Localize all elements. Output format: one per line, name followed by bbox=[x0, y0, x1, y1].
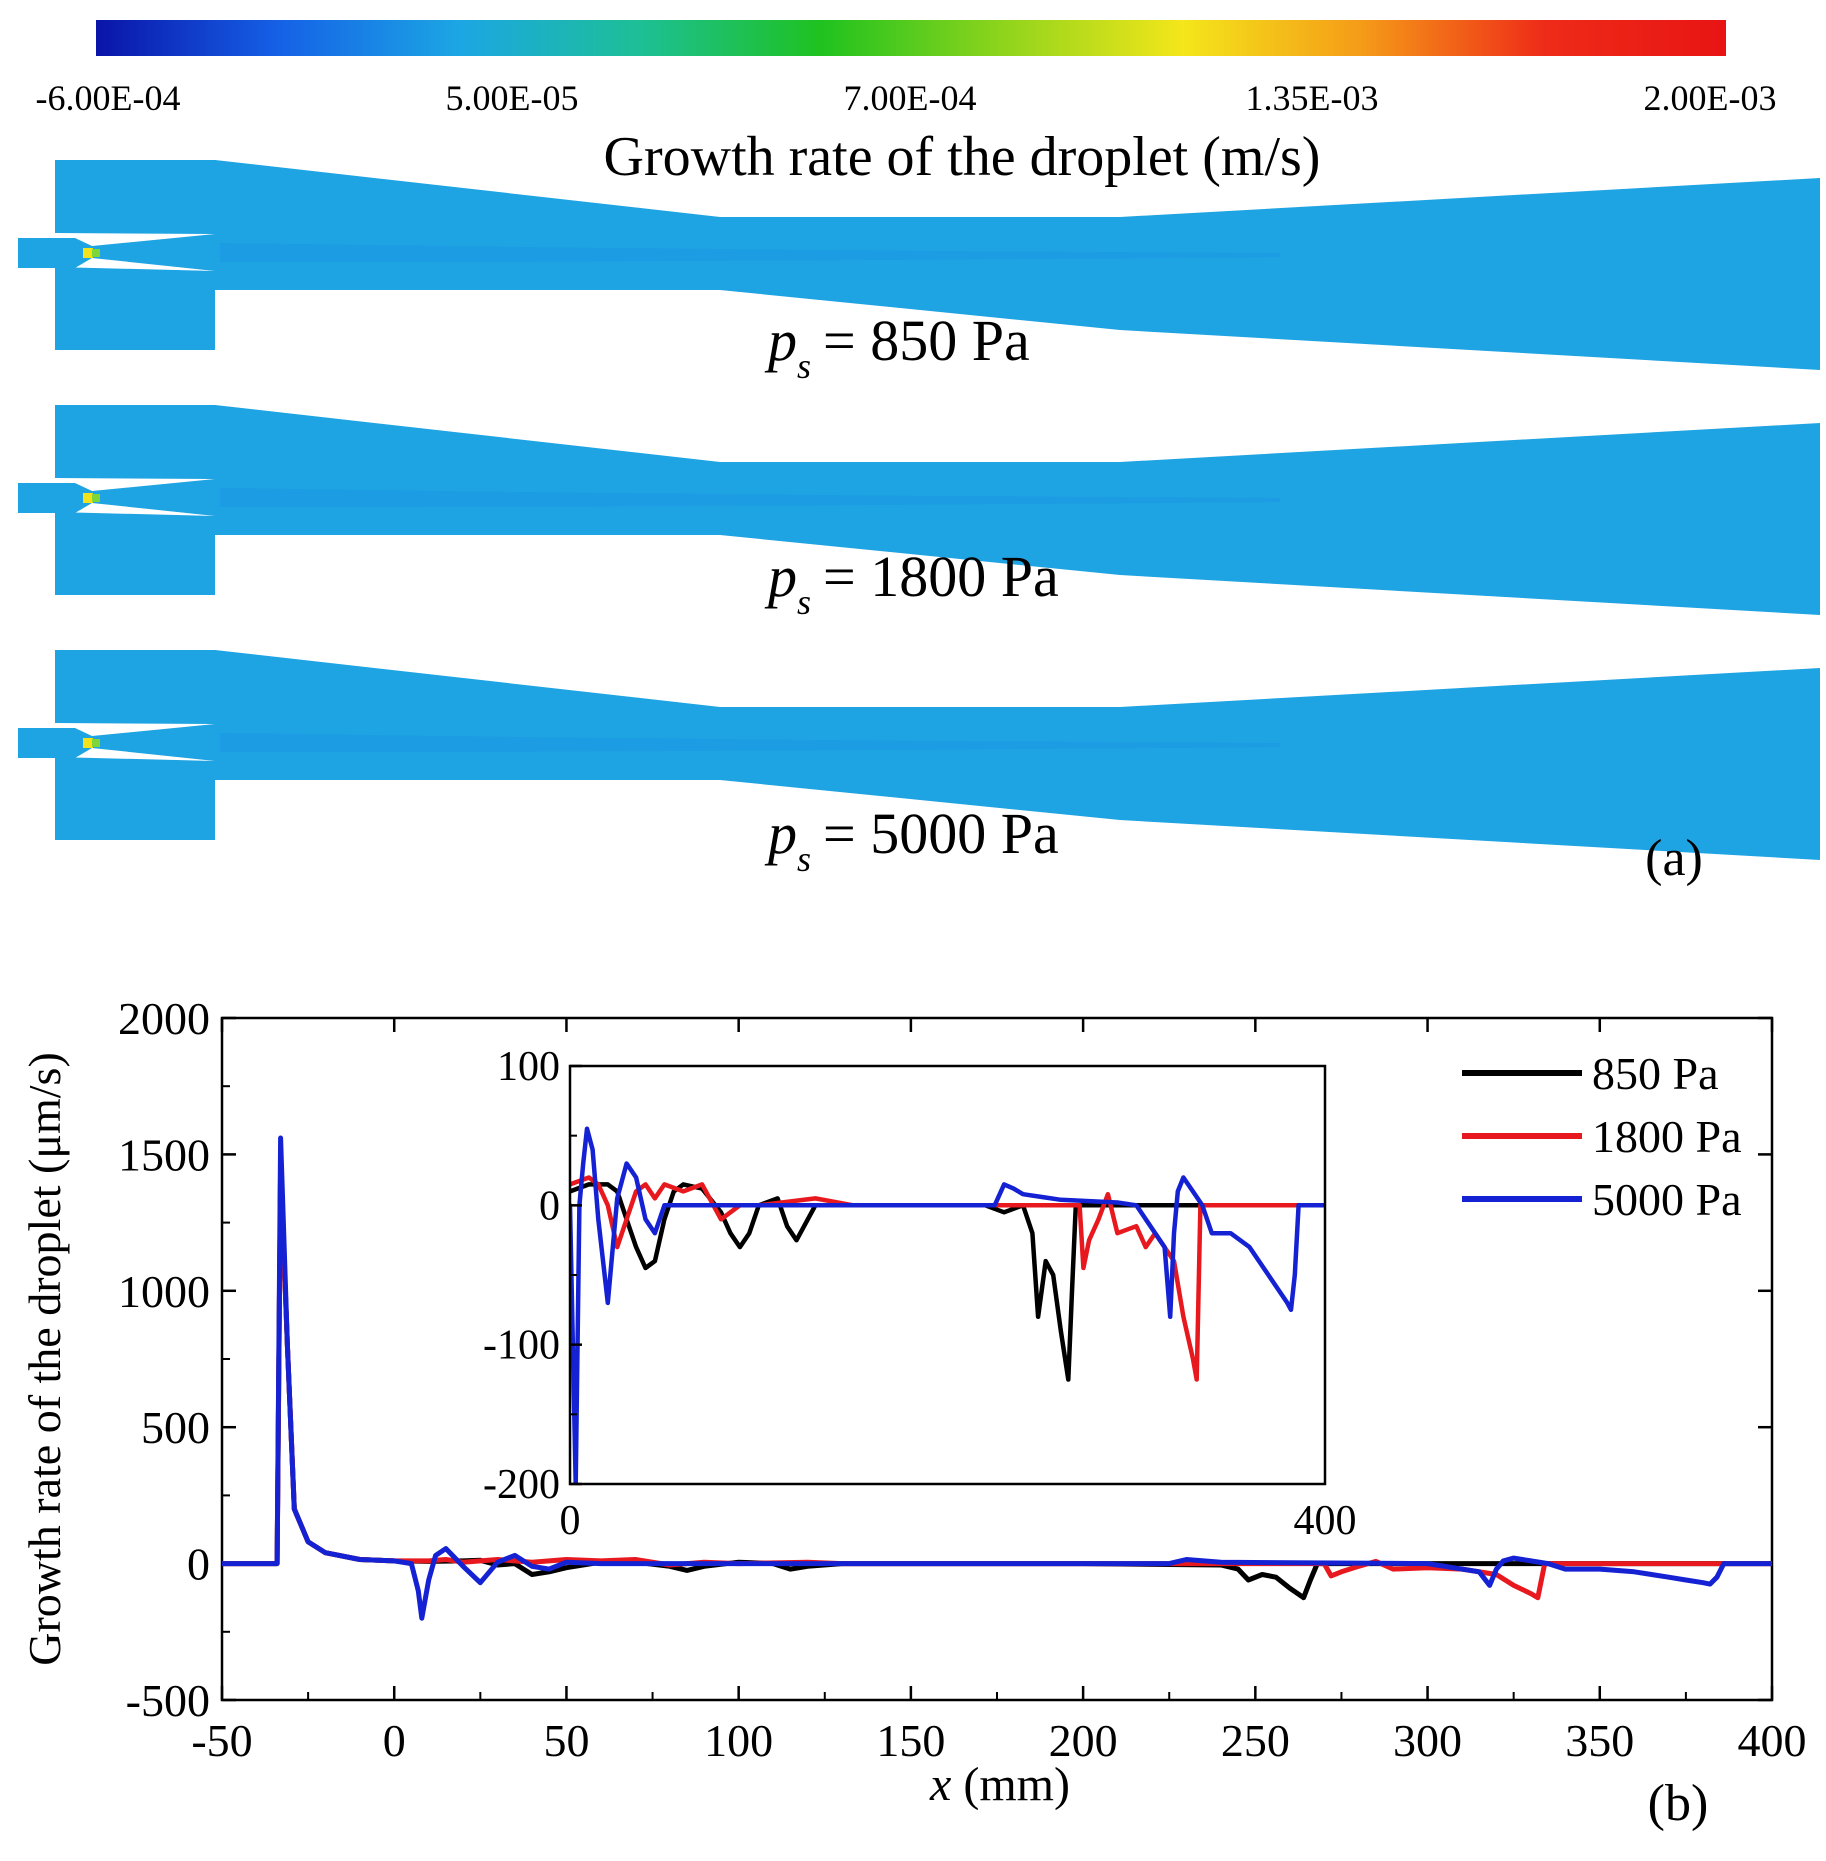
x-tick-label: 300 bbox=[1393, 1715, 1462, 1766]
x-axis-unit: (mm) bbox=[951, 1758, 1070, 1811]
case-value: = 850 Pa bbox=[823, 308, 1030, 373]
colorbar-title: Growth rate of the droplet (m/s) bbox=[604, 126, 1321, 188]
inset-y-tick-labels: -200 -100 0 100 bbox=[483, 1044, 560, 1508]
inset-axis-ticks bbox=[570, 1064, 582, 1486]
colorbar-tick-label: -6.00E-04 bbox=[36, 78, 181, 118]
nozzle-body bbox=[18, 650, 1820, 860]
x-axis-label: x (mm) bbox=[929, 1758, 1070, 1811]
throat-gradient bbox=[92, 494, 100, 502]
inset-background bbox=[570, 1066, 1325, 1484]
core-flow bbox=[220, 243, 1280, 262]
main-axis-ticks bbox=[220, 1016, 1774, 1702]
nozzle-contour bbox=[18, 160, 1820, 370]
throat-hotspot bbox=[83, 493, 93, 503]
x-tick-label: 50 bbox=[543, 1715, 589, 1766]
panel-a-label: (a) bbox=[1645, 830, 1703, 887]
nozzle-contour bbox=[18, 650, 1820, 860]
inset-y-tick-label: 0 bbox=[539, 1183, 560, 1229]
panel-b-label: (b) bbox=[1648, 1775, 1709, 1832]
svg-text:ps= 850 Pa: ps = 850 Pa bbox=[764, 308, 1030, 386]
colorbar bbox=[96, 20, 1726, 56]
main-series-group bbox=[222, 1135, 1772, 1621]
core-flow bbox=[220, 488, 1280, 507]
series-line bbox=[222, 1135, 1772, 1621]
y-tick-label: 0 bbox=[187, 1539, 210, 1590]
panel-b-chart: -50 0 50 100 150 200 250 300 350 400 -50… bbox=[19, 993, 1807, 1832]
legend: 850 Pa 1800 Pa 5000 Pa bbox=[1462, 1048, 1742, 1225]
x-tick-label: -50 bbox=[191, 1715, 252, 1766]
case-symbol: p bbox=[764, 801, 797, 866]
case-label: ps = 1800 Pa bbox=[764, 544, 1059, 622]
throat-gradient bbox=[92, 249, 100, 257]
case-value: = 5000 Pa bbox=[823, 801, 1059, 866]
inset-y-tick-label: -200 bbox=[483, 1462, 560, 1508]
y-tick-label: 500 bbox=[141, 1402, 210, 1453]
x-tick-label: 100 bbox=[704, 1715, 773, 1766]
x-tick-label: 400 bbox=[1738, 1715, 1807, 1766]
y-tick-label: -500 bbox=[126, 1675, 210, 1726]
x-tick-label: 350 bbox=[1565, 1715, 1634, 1766]
core-flow bbox=[220, 733, 1280, 752]
inset-x-tick-label: 0 bbox=[560, 1498, 581, 1544]
x-tick-label: 200 bbox=[1049, 1715, 1118, 1766]
main-x-tick-labels: -50 0 50 100 150 200 250 300 350 400 bbox=[191, 1715, 1806, 1766]
nozzle-body bbox=[18, 405, 1820, 615]
legend-entry: 5000 Pa bbox=[1592, 1174, 1742, 1225]
inset-series-line bbox=[570, 1126, 1325, 1484]
inset-y-tick-label: 100 bbox=[497, 1044, 560, 1090]
x-tick-label: 250 bbox=[1221, 1715, 1290, 1766]
inset-y-tick-label: -100 bbox=[483, 1323, 560, 1369]
colorbar-tick-label: 1.35E-03 bbox=[1246, 78, 1379, 118]
case-label: ps = 5000 Pa bbox=[764, 801, 1059, 879]
colorbar-tick-label: 5.00E-05 bbox=[446, 78, 579, 118]
svg-text:ps= 5000 Pa: ps = 5000 Pa bbox=[764, 801, 1059, 879]
case-label: ps = 850 Pa bbox=[764, 308, 1030, 386]
throat-hotspot bbox=[83, 248, 93, 258]
y-tick-label: 1000 bbox=[118, 1266, 210, 1317]
main-y-tick-labels: -500 0 500 1000 1500 2000 bbox=[118, 993, 210, 1726]
inset-x-tick-labels: 0 400 bbox=[560, 1498, 1357, 1544]
case-subscript: s bbox=[797, 839, 811, 879]
colorbar-tick-label: 7.00E-04 bbox=[844, 78, 977, 118]
inset-x-tick-label: 400 bbox=[1294, 1498, 1357, 1544]
x-tick-label: 0 bbox=[383, 1715, 406, 1766]
inset-series-line bbox=[570, 1182, 1325, 1382]
legend-entry: 1800 Pa bbox=[1592, 1111, 1742, 1162]
legend-entry: 850 Pa bbox=[1592, 1048, 1719, 1099]
svg-text:ps= 1800 Pa: ps = 1800 Pa bbox=[764, 544, 1059, 622]
inset-chart: -200 -100 0 100 0 400 bbox=[483, 1044, 1357, 1544]
y-tick-label: 1500 bbox=[118, 1129, 210, 1180]
throat-hotspot bbox=[83, 738, 93, 748]
colorbar-tick-label: 2.00E-03 bbox=[1644, 78, 1777, 118]
x-tick-label: 150 bbox=[876, 1715, 945, 1766]
inset-series-group bbox=[570, 1126, 1325, 1484]
case-symbol: p bbox=[764, 544, 797, 609]
case-value: = 1800 Pa bbox=[823, 544, 1059, 609]
nozzle-contour bbox=[18, 405, 1820, 615]
y-tick-label: 2000 bbox=[118, 993, 210, 1044]
case-subscript: s bbox=[797, 346, 811, 386]
case-symbol: p bbox=[764, 308, 797, 373]
case-subscript: s bbox=[797, 582, 811, 622]
y-axis-label: Growth rate of the droplet (μm/s) bbox=[19, 1052, 70, 1666]
panel-a: -6.00E-04 5.00E-05 7.00E-04 1.35E-03 2.0… bbox=[18, 20, 1820, 887]
x-axis-var: x bbox=[929, 1758, 951, 1811]
throat-gradient bbox=[92, 739, 100, 747]
nozzle-body bbox=[18, 160, 1820, 370]
